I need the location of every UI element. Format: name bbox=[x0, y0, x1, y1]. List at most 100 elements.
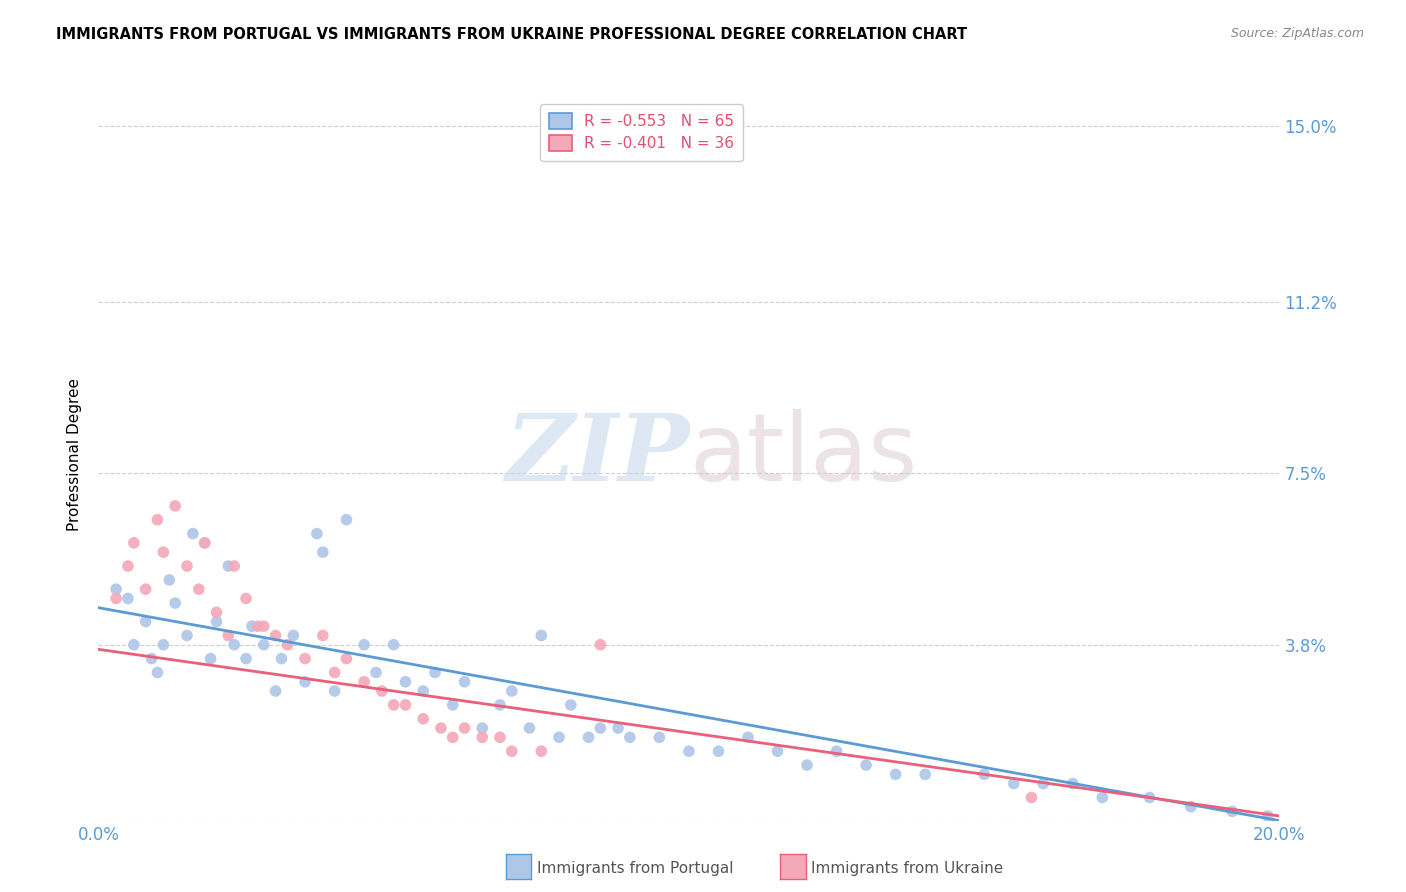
Point bbox=[335, 513, 357, 527]
Point bbox=[1021, 790, 1043, 805]
Point bbox=[1180, 799, 1202, 814]
Point bbox=[152, 545, 174, 559]
Legend: R = -0.553   N = 65, R = -0.401   N = 36: R = -0.553 N = 65, R = -0.401 N = 36 bbox=[540, 104, 744, 161]
Point bbox=[141, 651, 163, 665]
Point bbox=[648, 731, 671, 745]
Point bbox=[382, 638, 405, 652]
Point bbox=[176, 628, 198, 642]
Point bbox=[224, 638, 246, 652]
Point bbox=[165, 499, 187, 513]
Point bbox=[1257, 809, 1279, 823]
Point bbox=[224, 559, 246, 574]
Point bbox=[122, 536, 145, 550]
Point bbox=[105, 591, 128, 606]
Point bbox=[707, 744, 730, 758]
Point bbox=[430, 721, 453, 735]
Point bbox=[253, 619, 276, 633]
Point bbox=[394, 674, 416, 689]
Y-axis label: Professional Degree: Professional Degree bbox=[67, 378, 83, 532]
Point bbox=[589, 721, 612, 735]
Point bbox=[323, 665, 346, 680]
Point bbox=[382, 698, 405, 712]
Point bbox=[1032, 776, 1054, 790]
Point bbox=[489, 698, 512, 712]
Point bbox=[146, 665, 169, 680]
Text: Immigrants from Ukraine: Immigrants from Ukraine bbox=[811, 862, 1004, 876]
Point bbox=[589, 638, 612, 652]
Point bbox=[235, 651, 257, 665]
Point bbox=[501, 684, 523, 698]
Point bbox=[253, 638, 276, 652]
Point bbox=[283, 628, 305, 642]
Point bbox=[884, 767, 907, 781]
Point bbox=[825, 744, 848, 758]
Point bbox=[152, 638, 174, 652]
Point bbox=[973, 767, 995, 781]
Point bbox=[471, 721, 494, 735]
Point bbox=[235, 591, 257, 606]
Point bbox=[194, 536, 217, 550]
Point bbox=[441, 698, 464, 712]
Point bbox=[471, 731, 494, 745]
Point bbox=[548, 731, 571, 745]
Point bbox=[270, 651, 292, 665]
Point bbox=[246, 619, 269, 633]
Point bbox=[323, 684, 346, 698]
Text: atlas: atlas bbox=[689, 409, 917, 501]
Point bbox=[607, 721, 630, 735]
Point bbox=[619, 731, 641, 745]
Point bbox=[135, 615, 157, 629]
Point bbox=[530, 744, 553, 758]
Point bbox=[855, 758, 877, 772]
Point bbox=[176, 559, 198, 574]
Point bbox=[1091, 790, 1114, 805]
Point bbox=[135, 582, 157, 597]
Point bbox=[205, 605, 228, 619]
Point bbox=[117, 591, 139, 606]
Point bbox=[914, 767, 936, 781]
Point bbox=[766, 744, 789, 758]
Point bbox=[105, 582, 128, 597]
Point bbox=[205, 615, 228, 629]
Point bbox=[312, 545, 335, 559]
Point bbox=[519, 721, 541, 735]
Point bbox=[412, 684, 434, 698]
Point bbox=[264, 684, 287, 698]
Point bbox=[122, 638, 145, 652]
Point bbox=[423, 665, 446, 680]
Text: Immigrants from Portugal: Immigrants from Portugal bbox=[537, 862, 734, 876]
Point bbox=[217, 559, 239, 574]
Point bbox=[200, 651, 222, 665]
Text: Source: ZipAtlas.com: Source: ZipAtlas.com bbox=[1230, 27, 1364, 40]
Text: ZIP: ZIP bbox=[505, 410, 689, 500]
Point bbox=[441, 731, 464, 745]
Point bbox=[165, 596, 187, 610]
Point bbox=[335, 651, 357, 665]
Point bbox=[194, 536, 217, 550]
Point bbox=[312, 628, 335, 642]
Point bbox=[264, 628, 287, 642]
Text: IMMIGRANTS FROM PORTUGAL VS IMMIGRANTS FROM UKRAINE PROFESSIONAL DEGREE CORRELAT: IMMIGRANTS FROM PORTUGAL VS IMMIGRANTS F… bbox=[56, 27, 967, 42]
Point bbox=[578, 731, 600, 745]
Point bbox=[240, 619, 263, 633]
Point bbox=[1220, 805, 1243, 819]
Point bbox=[412, 712, 434, 726]
Point bbox=[157, 573, 180, 587]
Point bbox=[453, 674, 475, 689]
Point bbox=[117, 559, 139, 574]
Point bbox=[678, 744, 700, 758]
Point bbox=[187, 582, 209, 597]
Point bbox=[489, 731, 512, 745]
Point bbox=[530, 628, 553, 642]
Point bbox=[1062, 776, 1084, 790]
Point bbox=[1002, 776, 1025, 790]
Point bbox=[146, 513, 169, 527]
Point bbox=[353, 638, 375, 652]
Point bbox=[394, 698, 416, 712]
Point bbox=[737, 731, 759, 745]
Point bbox=[305, 526, 328, 541]
Point bbox=[560, 698, 582, 712]
Point bbox=[364, 665, 387, 680]
Point bbox=[217, 628, 239, 642]
Point bbox=[371, 684, 394, 698]
